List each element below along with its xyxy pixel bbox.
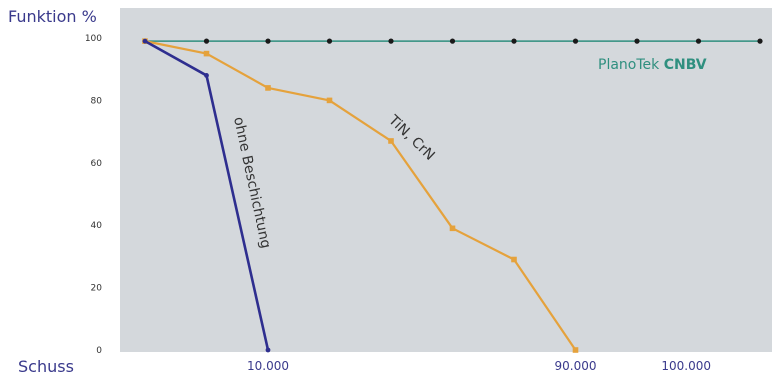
data-point-planotek [449,38,456,44]
data-point-ohne [265,347,271,353]
series-label-planotek: PlanoTek CNBV [598,57,707,73]
series-layer [142,38,763,353]
x-ticks: 10.000 90.000 100.000 [247,359,711,373]
data-point-planotek [326,38,333,44]
data-point-planotek [265,38,271,44]
y-tick-label: 80 [91,96,103,106]
data-point-tin [265,85,271,91]
data-point-planotek [757,38,763,44]
x-axis-title: Schuss [18,357,74,376]
data-point-tin [203,50,210,57]
data-point-planotek [511,38,517,44]
data-point-tin [326,97,333,104]
y-ticks: 100 80 60 40 20 0 [85,34,102,356]
data-point-planotek [572,38,579,44]
y-axis-title: Funktion % [8,7,97,26]
series-line-tin [144,40,577,351]
data-point-ohne [204,73,209,78]
planotek-name: PlanoTek [598,57,664,73]
data-point-planotek [695,38,702,44]
data-point-tin [572,347,579,353]
y-tick-label: 60 [91,159,103,169]
data-point-tin [511,256,517,263]
y-tick-label: 20 [91,284,103,294]
x-tick-label: 90.000 [555,359,597,373]
x-tick-label: 10.000 [247,359,289,373]
y-tick-label: 100 [85,34,102,44]
y-tick-label: 40 [91,221,103,231]
y-tick-label: 0 [96,346,102,356]
planotek-suffix: CNBV [664,57,707,73]
data-point-planotek [203,38,210,44]
data-point-tin [388,138,394,144]
data-point-planotek [634,38,640,44]
data-point-ohne [142,38,148,44]
data-point-tin [449,225,456,232]
x-tick-label: 100.000 [661,359,711,373]
data-point-planotek [388,38,394,44]
